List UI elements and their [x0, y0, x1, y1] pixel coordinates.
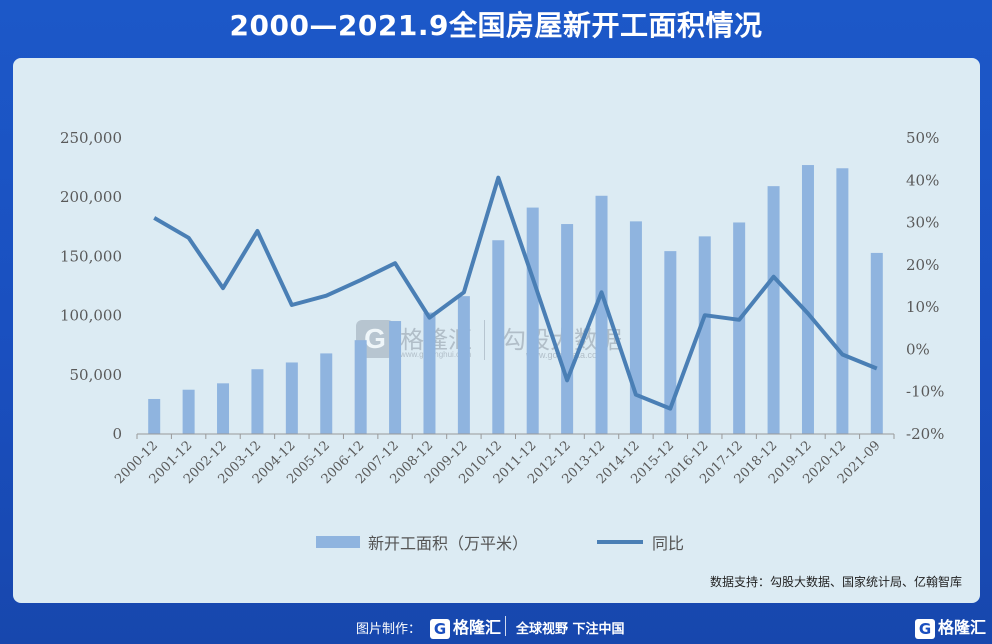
bar — [698, 236, 711, 434]
bar — [526, 207, 539, 434]
y-left-tick-label: 100,000 — [60, 307, 122, 325]
y-left-tick-label: 200,000 — [60, 188, 122, 206]
bar — [561, 224, 574, 434]
y-left-tick-label: 50,000 — [70, 366, 123, 384]
bar — [595, 195, 608, 434]
y-right-tick-label: 30% — [906, 214, 939, 232]
bar — [285, 362, 298, 434]
footer-divider — [505, 616, 506, 636]
footer-slogan: 全球视野 下注中国 — [516, 622, 625, 637]
y-right-tick-label: 0% — [906, 340, 930, 358]
bar — [733, 222, 746, 434]
bar — [148, 398, 161, 434]
bar — [182, 389, 195, 434]
y-right-tick-label: 10% — [906, 298, 939, 316]
bar — [801, 165, 814, 434]
bar — [423, 312, 436, 434]
footer-logo-text: 格隆汇 — [453, 618, 502, 637]
footer-made-by-label: 图片制作： — [356, 622, 422, 637]
bar — [767, 186, 780, 434]
bar — [217, 383, 230, 434]
watermark-brand-url: www.gelonghui.com — [400, 350, 472, 359]
y-left-tick-label: 0 — [112, 425, 122, 443]
footer-logo-right-text: 格隆汇 — [938, 618, 987, 637]
legend-line-label: 同比 — [652, 534, 684, 553]
y-right-tick-label: 50% — [906, 129, 939, 147]
page-title: 2000—2021.9全国房屋新开工面积情况 — [229, 9, 763, 42]
footer-logo-right: G 格隆汇 — [915, 614, 986, 639]
y-left-tick-label: 250,000 — [60, 129, 122, 147]
y-left-tick-label: 150,000 — [60, 247, 122, 265]
y-right-tick-label: -20% — [906, 425, 944, 443]
bar — [492, 240, 505, 434]
bar — [457, 296, 470, 434]
y-right-tick-label: 40% — [906, 171, 939, 189]
y-right-tick-label: -10% — [906, 383, 944, 401]
series-line-yoy — [153, 175, 878, 411]
g-logo-icon: G — [430, 618, 450, 639]
source-note: 数据支持：勾股大数据、国家统计局、亿翰智库 — [709, 575, 962, 589]
legend-bar-label: 新开工面积（万平米） — [368, 534, 528, 553]
bar — [870, 252, 883, 434]
footer: 图片制作： G 格隆汇 全球视野 下注中国 G 格隆汇 — [0, 606, 992, 644]
g-logo-icon: G — [915, 618, 935, 639]
bar — [354, 340, 367, 434]
y-right-tick-label: 20% — [906, 256, 939, 274]
bar — [389, 321, 402, 434]
bar — [629, 221, 642, 434]
bar — [251, 369, 264, 434]
footer-logo: G 格隆汇 — [430, 614, 502, 639]
watermark-divider — [484, 320, 485, 360]
bar — [320, 353, 333, 434]
bar — [664, 251, 677, 434]
bar — [836, 168, 849, 434]
legend-bar-swatch — [316, 536, 360, 548]
